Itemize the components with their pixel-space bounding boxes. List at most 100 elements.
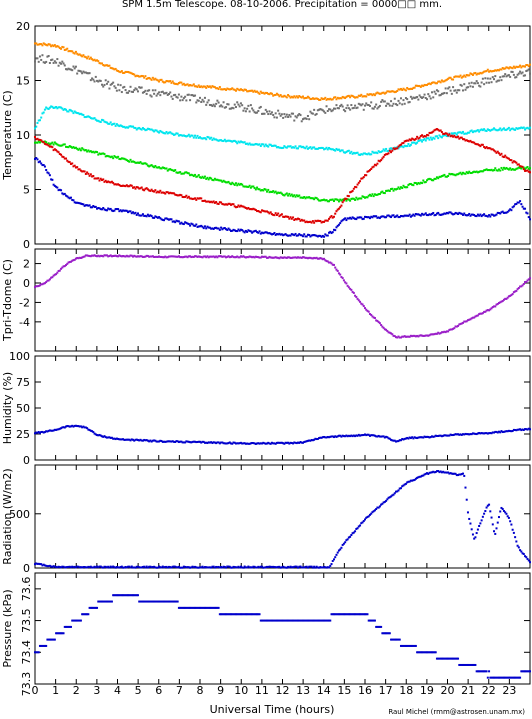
temperature-data-point <box>465 214 468 217</box>
temperature-data-point <box>100 118 103 121</box>
radiation-data-point <box>512 531 515 534</box>
temperature-data-point <box>99 62 102 65</box>
temperature-data-point <box>385 153 388 156</box>
temperature-data-point <box>135 186 138 189</box>
temperature-data-point <box>524 168 527 171</box>
temperature-data-point <box>506 74 509 77</box>
temperature-data-point <box>63 157 66 160</box>
temperature-data-point <box>51 58 54 61</box>
humidity-data-point <box>448 434 451 437</box>
temperature-data-point <box>200 176 203 179</box>
temperature-data-point <box>433 137 436 140</box>
pressure-data-point <box>122 594 125 597</box>
tpri-tdome-data-point <box>74 257 77 260</box>
temperature-data-point <box>91 175 94 178</box>
temperature-data-point <box>375 151 378 154</box>
temperature-data-point <box>237 182 240 185</box>
temperature-data-point <box>285 96 288 99</box>
temperature-data-point <box>421 84 424 87</box>
temperature-data-point <box>200 137 203 140</box>
temperature-data-point <box>146 213 149 216</box>
pressure-data-point <box>320 619 323 622</box>
temperature-data-point <box>340 204 343 207</box>
radiation-data-point <box>76 565 79 568</box>
temperature-data-point <box>468 170 471 173</box>
radiation-data-point <box>107 565 110 568</box>
tpri-tdome-data-point <box>61 266 64 269</box>
pressure-data-point <box>437 657 440 660</box>
temperature-data-point <box>190 94 193 97</box>
temperature-data-point <box>290 112 293 115</box>
tpri-tdome-data-point <box>154 255 157 258</box>
pressure-data-point <box>160 600 163 603</box>
temperature-data-point <box>464 132 467 135</box>
temperature-data-point <box>138 161 141 164</box>
temperature-data-point <box>151 76 154 79</box>
temperature-data-point <box>205 86 208 89</box>
temperature-data-point <box>493 169 496 172</box>
humidity-data-point <box>251 442 254 445</box>
temperature-data-point <box>290 233 293 236</box>
temperature-data-point <box>388 90 391 93</box>
pressure-data-point <box>463 663 466 666</box>
temperature-data-point <box>223 106 226 109</box>
temperature-data-point <box>134 187 137 190</box>
tpri-tdome-data-point <box>458 323 461 326</box>
radiation-data-point <box>283 566 286 569</box>
humidity-data-point <box>237 442 240 445</box>
temperature-data-point <box>519 70 522 73</box>
temperature-data-point <box>41 54 44 57</box>
pressure-data-point <box>361 613 364 616</box>
pressure-data-point <box>247 613 250 616</box>
temperature-data-point <box>356 216 359 219</box>
tpri-tdome-data-point <box>414 335 417 338</box>
tpri-tdome-data-point <box>62 265 65 268</box>
temperature-data-point <box>406 98 409 101</box>
temperature-data-point <box>166 80 169 83</box>
temperature-data-point <box>232 88 235 91</box>
temperature-y-tick-label: 20 <box>16 20 30 33</box>
tpri-tdome-data-point <box>192 255 195 258</box>
tpri-tdome-data-point <box>344 281 347 284</box>
temperature-data-point <box>212 227 215 230</box>
temperature-data-point <box>365 174 368 177</box>
temperature-data-point <box>450 212 453 215</box>
pressure-data-point <box>362 613 365 616</box>
temperature-data-point <box>104 64 107 67</box>
temperature-data-point <box>206 225 209 228</box>
tpri-tdome-data-point <box>206 255 209 258</box>
temperature-data-point <box>386 90 389 93</box>
temperature-data-point <box>275 116 278 119</box>
temperature-data-point <box>365 153 368 156</box>
pressure-data-point <box>273 619 276 622</box>
humidity-data-point <box>233 441 236 444</box>
pressure-data-point <box>397 638 400 641</box>
temperature-data-point <box>133 160 136 163</box>
temperature-data-point <box>387 152 390 155</box>
pressure-data-point <box>326 619 329 622</box>
temperature-data-point <box>525 166 528 169</box>
temperature-data-point <box>440 175 443 178</box>
tpri-tdome-data-point <box>345 282 348 285</box>
humidity-data-point <box>401 438 404 441</box>
pressure-data-point <box>298 619 301 622</box>
temperature-data-point <box>231 229 234 232</box>
tpri-tdome-data-point <box>465 320 468 323</box>
radiation-data-point <box>125 566 128 569</box>
temperature-data-point <box>69 109 72 112</box>
temperature-data-point <box>194 94 197 97</box>
temperature-data-point <box>520 72 523 75</box>
temperature-data-point <box>238 89 241 92</box>
temperature-data-point <box>165 217 168 220</box>
temperature-data-point <box>134 75 137 78</box>
temperature-data-point <box>270 111 273 114</box>
humidity-data-point <box>71 424 74 427</box>
radiation-data-point <box>268 565 271 568</box>
temperature-data-point <box>460 173 463 176</box>
temperature-data-point <box>460 136 463 139</box>
temperature-data-point <box>283 94 286 97</box>
temperature-data-point <box>226 139 229 142</box>
temperature-data-point <box>280 147 283 150</box>
temperature-data-point <box>79 54 82 57</box>
temperature-data-point <box>53 60 56 63</box>
